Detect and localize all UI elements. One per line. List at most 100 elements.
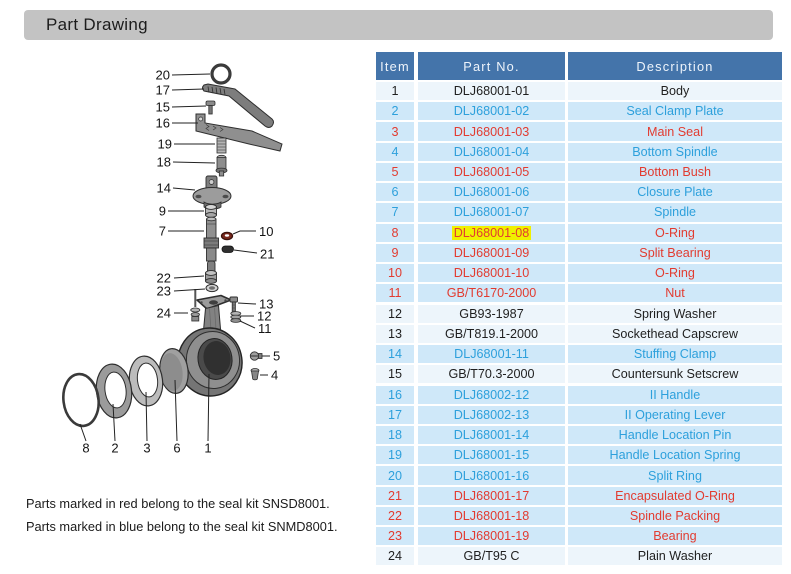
part-stuffing-clamp-14 <box>192 175 232 210</box>
callout-15: 15 <box>156 100 170 115</box>
cell-item: 5 <box>376 162 414 182</box>
callout-23: 23 <box>157 284 171 299</box>
table-row: 19 DLJ68001-15 Handle Location Spring <box>376 446 782 465</box>
cell-description: Encapsulated O-Ring <box>568 486 782 505</box>
cell-part-no: GB/T70.3-2000 <box>418 365 565 384</box>
cell-description: Seal Clamp Plate <box>568 102 782 121</box>
table-row: 10 DLJ68001-10 O-Ring <box>376 264 782 283</box>
cell-description: Bottom Spindle <box>568 142 782 161</box>
part-body-1 <box>177 327 243 397</box>
callout-11: 11 <box>258 321 272 336</box>
part-handle-location-pin-18 <box>215 154 228 177</box>
table-row: 18 DLJ68001-14 Handle Location Pin <box>376 425 782 445</box>
callout-2: 2 <box>111 441 118 456</box>
cell-description: II Operating Lever <box>568 405 782 424</box>
part-bearing-23 <box>205 283 219 293</box>
cell-part-no: DLJ68001-18 <box>418 506 565 526</box>
part-split-bearing-9 <box>205 204 217 218</box>
cell-description: Nut <box>568 284 782 303</box>
cell-item: 16 <box>376 385 414 404</box>
page-title-bar: Part Drawing <box>24 10 773 40</box>
table-row: 5 DLJ68001-05 Bottom Bush <box>376 162 782 182</box>
table-row: 3 DLJ68001-03 Main Seal <box>376 122 782 141</box>
note-blue-kit: Parts marked in blue belong to the seal … <box>26 518 338 534</box>
part-seal-clamp-plate-2 <box>95 363 133 419</box>
table-row: 24 GB/T95 C Plain Washer <box>376 547 782 566</box>
cell-part-no: DLJ68001-16 <box>418 466 565 485</box>
callout-20: 20 <box>156 68 170 83</box>
cell-part-no: DLJ68001-03 <box>418 122 565 141</box>
callout-4: 4 <box>271 368 278 383</box>
table-row: 22 DLJ68001-18 Spindle Packing <box>376 506 782 526</box>
callout-21: 21 <box>260 247 274 262</box>
table-row: 11 GB/T6170-2000 Nut <box>376 284 782 303</box>
parts-table: Item Part No. Description 1 DLJ68001-01 … <box>376 52 782 568</box>
cell-item: 12 <box>376 304 414 323</box>
callout-7: 7 <box>159 224 166 239</box>
cell-item: 19 <box>376 446 414 465</box>
table-row: 13 GB/T819.1-2000 Sockethead Capscrew <box>376 324 782 343</box>
cell-part-no: DLJ68001-17 <box>418 486 565 505</box>
cell-item: 23 <box>376 527 414 546</box>
part-countersunk-setscrew-4 <box>250 368 260 381</box>
cell-item: 22 <box>376 506 414 526</box>
part-stud-and-washer-24 <box>190 289 201 322</box>
cell-part-no: GB/T819.1-2000 <box>418 324 565 343</box>
cell-part-no: GB/T6170-2000 <box>418 284 565 303</box>
part-setscrew-15 <box>205 100 216 115</box>
table-row: 4 DLJ68001-04 Bottom Spindle <box>376 142 782 161</box>
part-o-ring-10 <box>220 231 234 241</box>
callout-13: 13 <box>259 297 273 312</box>
cell-description: Countersunk Setscrew <box>568 365 782 384</box>
page-title: Part Drawing <box>46 15 148 34</box>
callout-5: 5 <box>273 349 280 364</box>
cell-part-no: DLJ68001-06 <box>418 183 565 202</box>
cell-item: 2 <box>376 102 414 121</box>
cell-item: 6 <box>376 183 414 202</box>
callout-9: 9 <box>159 204 166 219</box>
cell-item: 17 <box>376 405 414 424</box>
cell-part-no: GB/T95 C <box>418 547 565 566</box>
table-row: 21 DLJ68001-17 Encapsulated O-Ring <box>376 486 782 505</box>
note-red-kit: Parts marked in red belong to the seal k… <box>26 496 330 511</box>
table-row: 20 DLJ68001-16 Split Ring <box>376 466 782 485</box>
cell-item: 18 <box>376 425 414 445</box>
part-washer-nut-stack-12-11 <box>230 311 242 323</box>
cell-description: Spindle Packing <box>568 506 782 526</box>
callout-16: 16 <box>156 116 170 131</box>
callout-8: 8 <box>82 441 89 456</box>
cell-description: Stuffing Clamp <box>568 345 782 364</box>
cell-part-no: DLJ68002-13 <box>418 405 565 424</box>
cell-part-no: DLJ68001-04 <box>418 142 565 161</box>
cell-description: Closure Plate <box>568 183 782 202</box>
header-description: Description <box>568 52 782 80</box>
part-spindle-7 <box>203 216 219 279</box>
callout-19: 19 <box>158 137 172 152</box>
callout-3: 3 <box>143 441 150 456</box>
cell-item: 3 <box>376 122 414 141</box>
part-closure-plate-6 <box>159 348 189 394</box>
cell-part-no: DLJ68001-02 <box>418 102 565 121</box>
callout-22: 22 <box>157 271 171 286</box>
part-handle-location-spring-19 <box>216 137 227 154</box>
exploded-view-diagram: 20 17 15 16 19 18 14 9 7 22 23 24 10 21 … <box>62 63 283 456</box>
cell-item: 15 <box>376 365 414 384</box>
part-o-ring-8 <box>62 372 100 428</box>
table-row: 14 DLJ68001-11 Stuffing Clamp <box>376 345 782 364</box>
cell-description: Bottom Bush <box>568 162 782 182</box>
cell-part-no: DLJ68001-07 <box>418 203 565 222</box>
cell-item: 4 <box>376 142 414 161</box>
cell-part-no: DLJ68002-12 <box>418 385 565 404</box>
cell-item: 24 <box>376 547 414 566</box>
cell-part-no: DLJ68001-09 <box>418 243 565 262</box>
table-row: 1 DLJ68001-01 Body <box>376 82 782 101</box>
cell-part-no: DLJ68001-11 <box>418 345 565 364</box>
part-split-ring-20 <box>210 63 232 85</box>
cell-part-no: DLJ68001-14 <box>418 425 565 445</box>
cell-description: Bearing <box>568 527 782 546</box>
part-capscrew-13 <box>229 296 238 320</box>
callout-17: 17 <box>156 83 170 98</box>
cell-description: Sockethead Capscrew <box>568 324 782 343</box>
table-row: 9 DLJ68001-09 Split Bearing <box>376 243 782 262</box>
